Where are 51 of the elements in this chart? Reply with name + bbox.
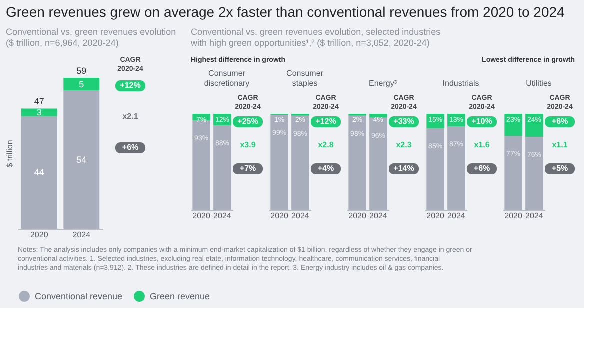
x-tick-label: 2020: [270, 212, 289, 220]
x-tick-label: 2024: [214, 212, 232, 220]
chart-title: Consumer staples: [286, 69, 324, 88]
bar: [64, 90, 100, 229]
bar: [64, 78, 100, 91]
data-label: 54: [76, 154, 87, 165]
total-label: 47: [34, 96, 44, 107]
text: +6%: [122, 143, 139, 152]
chart-subtitle: Conventional vs. green revenues evolution ($ trillion, n=6,964, 2020-24): [6, 27, 176, 48]
bar: [21, 116, 58, 229]
text: x1.6: [474, 140, 490, 150]
bar: [21, 108, 58, 116]
y-axis-title: $ trillion: [6, 140, 14, 168]
chart-title: Consumer discretionary: [204, 69, 250, 88]
data-label: 3: [36, 108, 42, 118]
legend-label: Green revenue: [150, 292, 210, 302]
text: +7%: [240, 164, 256, 173]
x-tick-label: 2024: [370, 212, 388, 220]
text: Conventional vs. green revenues evolution, selected industries with high green opportunities¹,² ($ trillion, n=3,052, 2020-24): [190, 27, 442, 48]
data-label: 5: [79, 79, 84, 90]
text: +4%: [318, 164, 334, 173]
chart-title: Energy³: [368, 79, 398, 88]
x-tick-label: 2020: [192, 212, 211, 220]
x-tick-label: 2020: [504, 212, 523, 220]
chart-title: Utilities: [526, 79, 552, 88]
text: +25%: [238, 117, 258, 126]
text: x2.3: [396, 140, 412, 150]
x-tick-label: 2024: [72, 230, 92, 240]
text: x2.1: [122, 112, 139, 121]
text: +33%: [394, 117, 414, 126]
x-tick-label: 2024: [448, 212, 466, 220]
x-tick-label: 2024: [526, 212, 544, 220]
text: x1.1: [552, 140, 568, 150]
text: x2.8: [318, 140, 334, 150]
x-tick-label: 2020: [30, 230, 49, 240]
text: x3.9: [240, 140, 256, 150]
text: +12%: [120, 81, 141, 90]
data-label: 44: [34, 168, 44, 178]
text: +10%: [472, 117, 492, 126]
legend-label: Conventional revenue: [35, 292, 123, 302]
x-tick-label: 2024: [292, 212, 310, 220]
x-tick-label: 2020: [348, 212, 367, 220]
text: +6%: [474, 164, 490, 173]
text: +12%: [316, 117, 336, 126]
text: Green revenues grew on average 2x faster than conventional revenues from 2020 to 2024: [6, 4, 566, 20]
text: +14%: [394, 164, 414, 173]
total-label: 59: [76, 66, 87, 76]
chart-title: Industrials: [442, 79, 480, 88]
text: +6%: [552, 117, 568, 126]
text: +5%: [552, 164, 568, 173]
x-tick-label: 2020: [426, 212, 445, 220]
